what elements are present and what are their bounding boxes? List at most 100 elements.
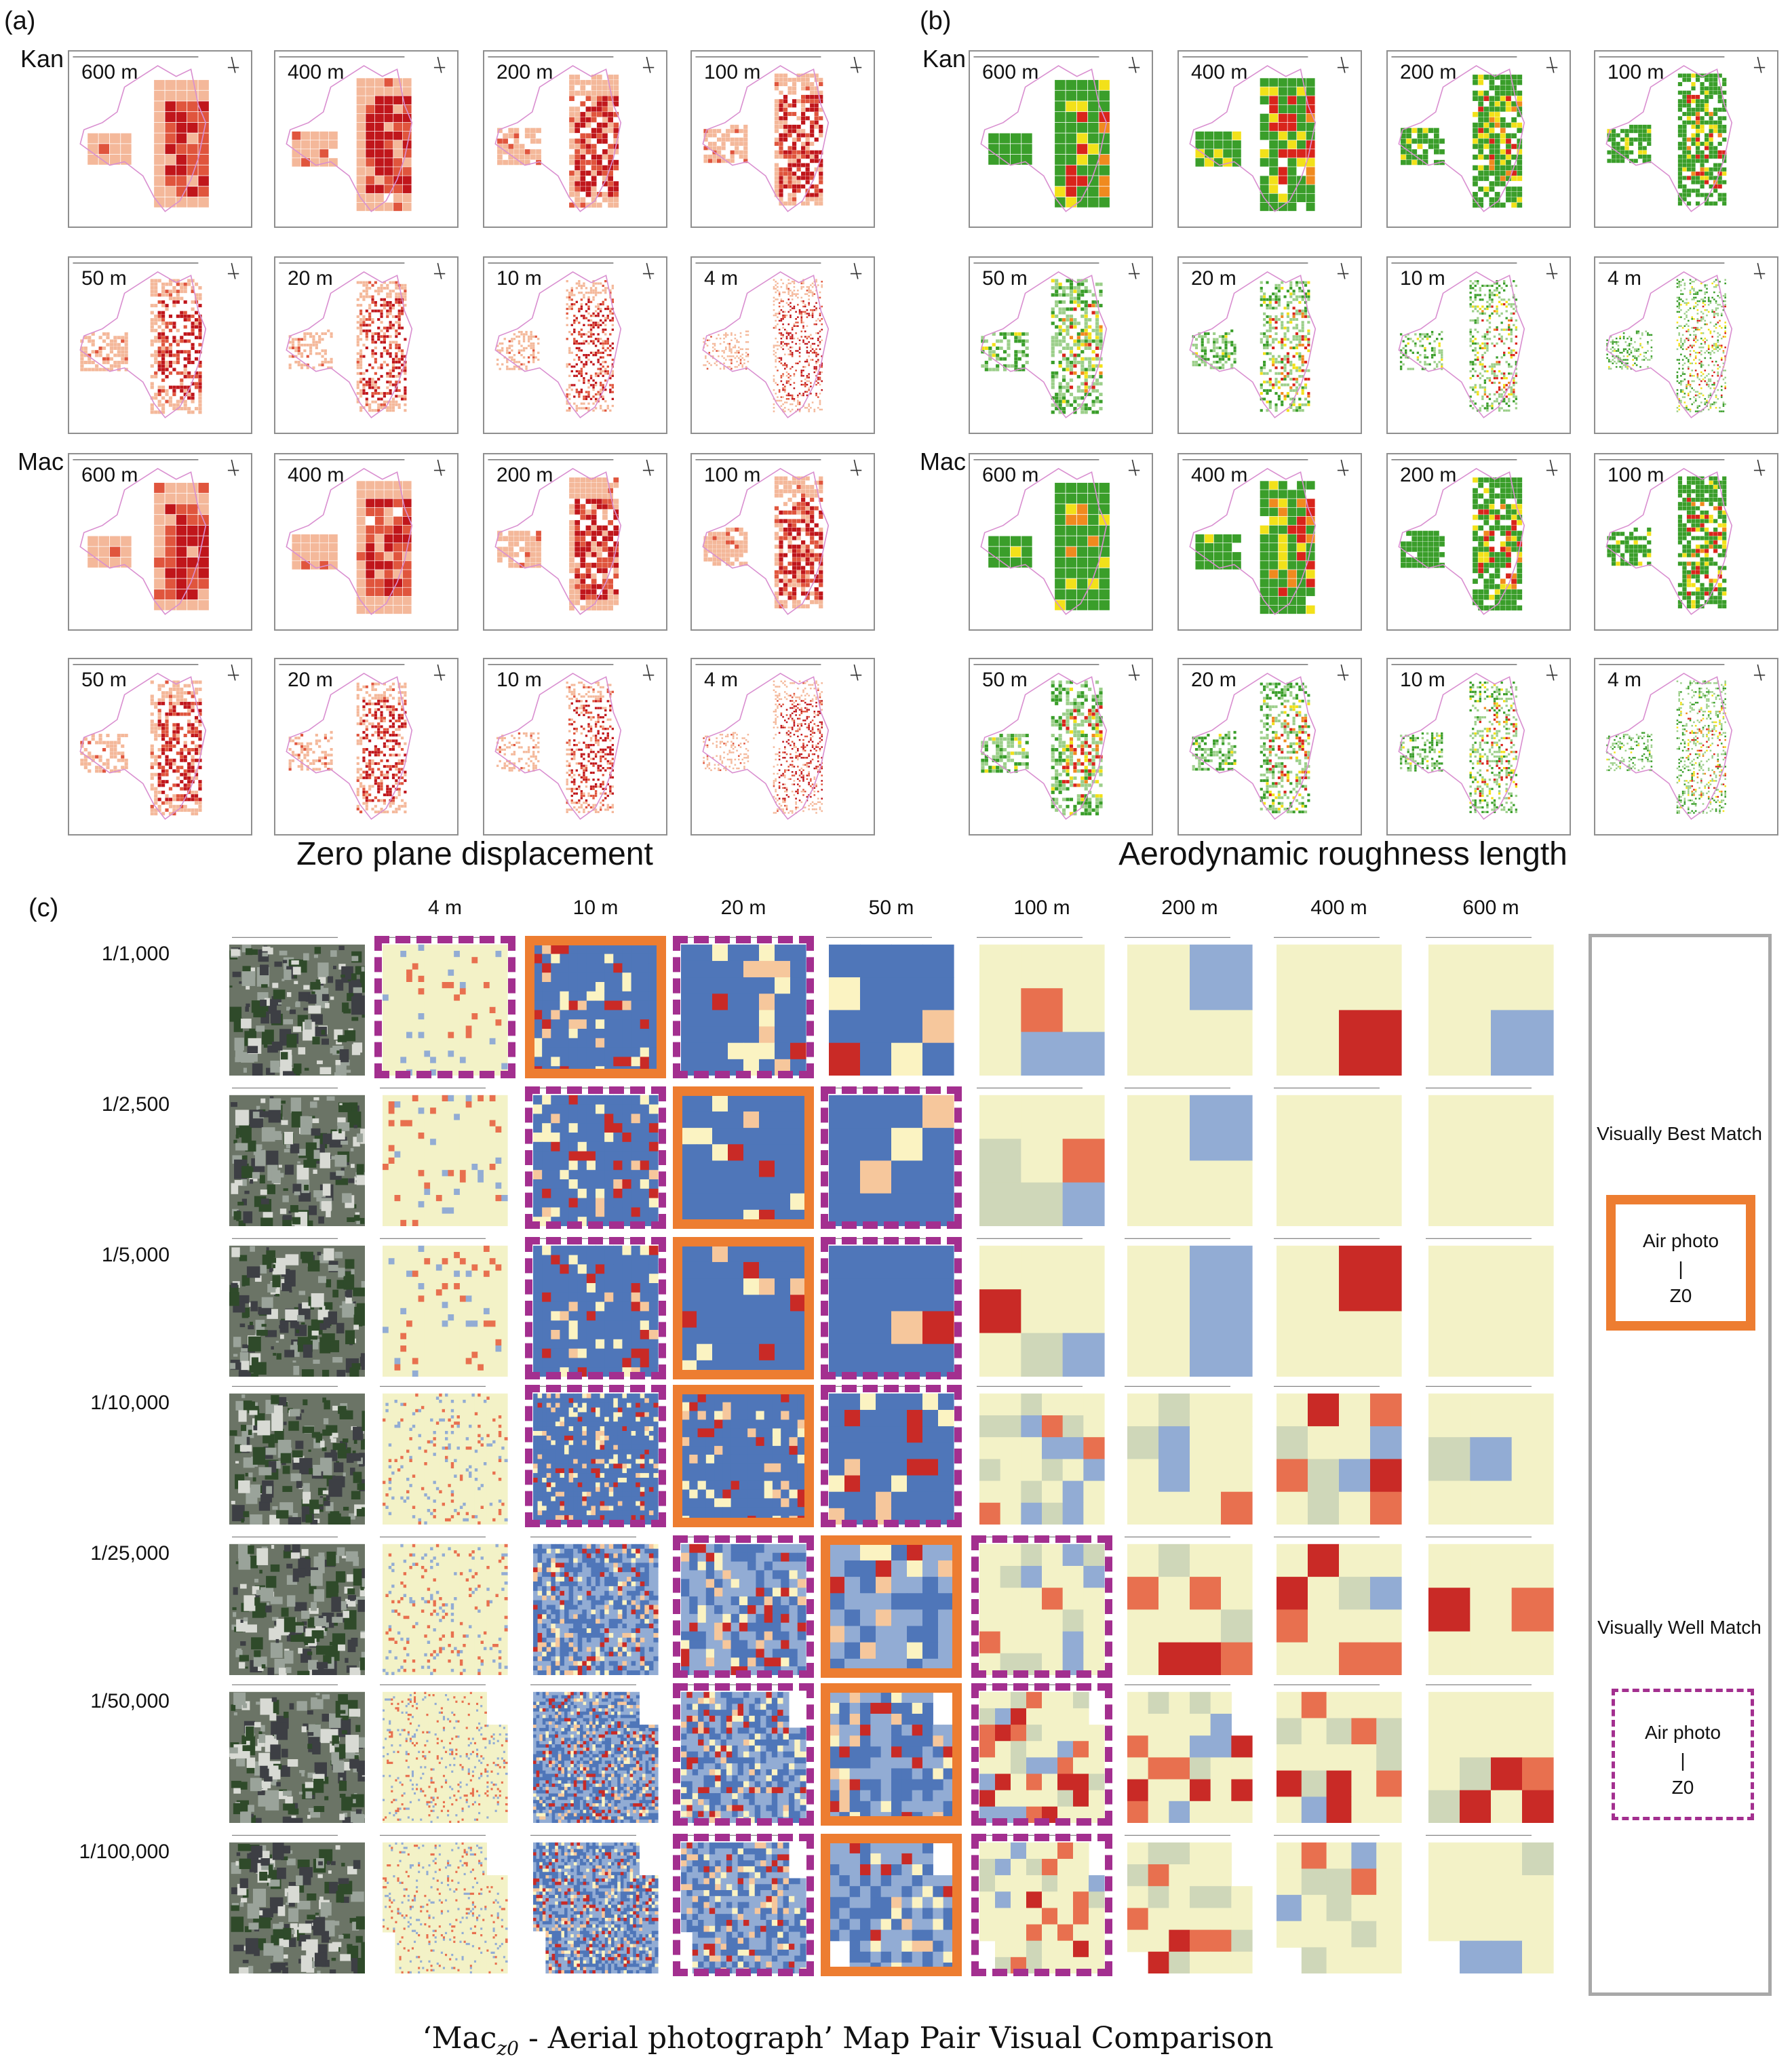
map-cell xyxy=(198,730,202,734)
map-cell xyxy=(374,372,377,375)
map-cell xyxy=(736,366,738,368)
map-cell xyxy=(366,525,375,534)
map-cell xyxy=(194,296,199,300)
map-cell xyxy=(194,325,199,329)
map-cell xyxy=(377,776,381,779)
map-cell xyxy=(573,395,576,398)
map-cell xyxy=(597,321,600,324)
map-cell xyxy=(779,476,783,481)
map-cell xyxy=(594,292,598,294)
map-cell xyxy=(291,355,295,358)
map-cell xyxy=(172,286,176,290)
map-cell xyxy=(741,364,744,366)
map-cell xyxy=(594,792,598,795)
map-cell xyxy=(574,106,581,112)
map-cell xyxy=(592,794,595,798)
map-cell xyxy=(368,386,372,389)
map-cell xyxy=(578,802,581,804)
map-cell xyxy=(596,541,602,547)
map-cell xyxy=(774,519,779,524)
map-drawing xyxy=(488,56,655,212)
map-cell xyxy=(198,378,202,382)
map-cell xyxy=(703,133,708,138)
map-cell xyxy=(580,165,586,171)
map-cell xyxy=(391,357,395,361)
map-cell xyxy=(814,489,819,494)
map-cell xyxy=(383,281,386,284)
map-cell xyxy=(604,289,607,292)
map-cell xyxy=(402,149,412,158)
map-cell xyxy=(580,90,586,96)
map-cell xyxy=(703,159,708,163)
map-cell xyxy=(383,802,386,805)
map-cell xyxy=(792,570,797,574)
map-cell xyxy=(534,755,537,758)
map-cell xyxy=(819,401,821,404)
map-cell xyxy=(783,476,788,481)
map-cell xyxy=(806,394,809,397)
map-cell xyxy=(784,316,786,318)
map-cell xyxy=(194,407,199,411)
map-cell xyxy=(356,131,366,140)
map-cell xyxy=(778,692,781,695)
map-cell xyxy=(796,510,801,515)
map-cell xyxy=(374,578,384,587)
map-cell xyxy=(821,408,823,411)
map-cell xyxy=(168,321,173,326)
map-cell xyxy=(165,715,169,720)
map-cell xyxy=(150,712,154,716)
map-cell xyxy=(800,370,803,372)
map-cell xyxy=(707,536,713,541)
map-cell xyxy=(176,804,180,808)
map-cell xyxy=(804,701,806,704)
map-cell xyxy=(609,354,612,357)
map-cell xyxy=(176,687,180,691)
map-cell xyxy=(726,536,731,541)
map-cell xyxy=(187,493,198,504)
map-cell xyxy=(400,725,404,728)
map-cell xyxy=(591,509,597,515)
map-cell xyxy=(787,334,790,336)
map-cell xyxy=(777,399,779,402)
map-cell xyxy=(592,284,595,288)
map-cell xyxy=(575,370,578,373)
map-cell xyxy=(530,133,536,138)
map-cell xyxy=(609,319,612,322)
map-cell xyxy=(802,300,804,302)
map-cell xyxy=(121,353,125,357)
map-cell xyxy=(154,794,158,798)
map-cell xyxy=(124,758,128,762)
map-cell xyxy=(808,288,810,290)
map-cell xyxy=(573,342,576,345)
map-cell xyxy=(530,541,536,547)
map-cell xyxy=(791,396,794,398)
map-cell xyxy=(821,723,823,725)
map-cell xyxy=(383,338,386,341)
map-cell xyxy=(569,552,574,557)
map-cell xyxy=(365,773,368,777)
map-cell xyxy=(532,345,535,347)
map-cell xyxy=(374,804,377,808)
map-cell xyxy=(596,547,602,552)
map-cell xyxy=(397,304,401,307)
map-cell xyxy=(578,330,581,334)
map-cell xyxy=(591,197,597,203)
map-cell xyxy=(808,341,810,343)
map-cell xyxy=(743,133,748,138)
map-cell xyxy=(397,808,401,811)
map-cell xyxy=(520,354,523,357)
map-cell xyxy=(386,409,389,412)
map-cell xyxy=(157,772,161,777)
map-cell xyxy=(573,792,576,795)
map-cell xyxy=(165,186,176,197)
map-cell xyxy=(797,337,799,340)
map-cell xyxy=(580,781,583,783)
map-cell xyxy=(580,711,583,714)
map-cell xyxy=(602,707,604,709)
map-cell xyxy=(568,730,571,732)
map-cell xyxy=(113,769,117,773)
map-cell xyxy=(606,338,609,340)
map-cell xyxy=(810,485,815,490)
map-cell xyxy=(150,339,154,343)
map-cell xyxy=(395,366,398,370)
